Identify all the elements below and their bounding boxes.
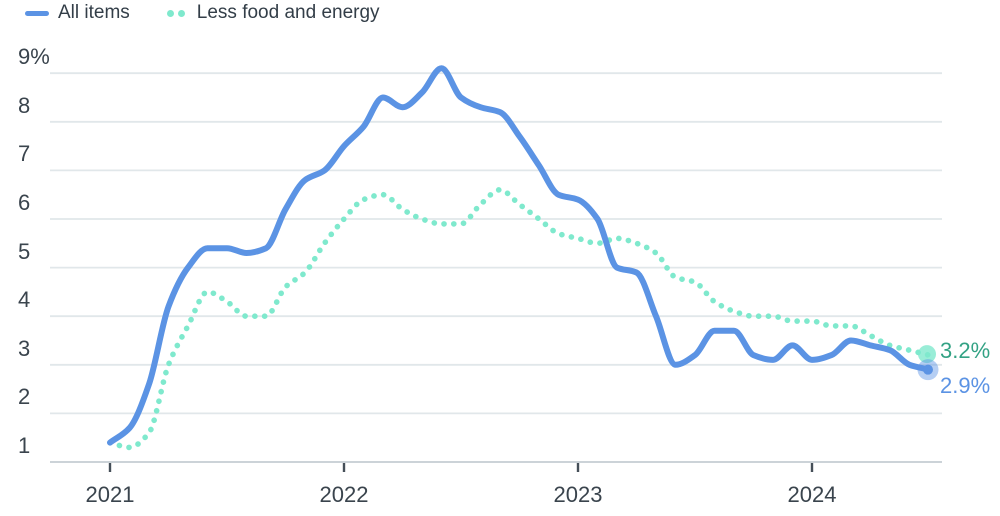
less-food-and-energy-dots-swatch-icon: [166, 9, 185, 17]
legend-item-less-food-energy: Less food and energy: [166, 2, 380, 24]
legend-label-less-food-energy: Less food and energy: [196, 2, 380, 23]
y-axis-tick-label: 9%: [18, 44, 50, 70]
y-axis-tick-label: 3: [18, 335, 31, 361]
legend-item-all-items: All items: [25, 2, 130, 24]
x-axis-tick-label: 2023: [553, 482, 603, 507]
x-axis-tick-label: 2022: [319, 482, 369, 507]
y-axis-tick-label: 7: [18, 141, 31, 167]
all-items-end-marker: [923, 364, 933, 375]
all-items-line: [107, 65, 932, 446]
y-axis-tick-label: 6: [18, 190, 31, 215]
end-value-label-less-food-energy: 3.2%: [940, 338, 991, 363]
y-axis-tick-label: 5: [18, 238, 31, 264]
legend-label-all-items: All items: [58, 2, 130, 23]
x-axis-tick-label: 2024: [787, 482, 837, 507]
all-items-line-swatch-icon: [25, 10, 49, 16]
chart-legend: All items Less food and energy: [25, 2, 380, 24]
x-axis-tick-label: 2021: [85, 482, 135, 507]
y-axis-tick-label: 2: [18, 384, 31, 410]
less-food-and-energy-line: [107, 186, 932, 451]
y-axis-tick-label: 8: [18, 92, 31, 118]
y-axis-tick-label: 4: [18, 287, 31, 313]
end-value-label-all-items: 2.9%: [940, 373, 991, 398]
y-axis-tick-label: 1: [18, 433, 31, 458]
less-food-and-energy-end-marker: [918, 345, 936, 364]
